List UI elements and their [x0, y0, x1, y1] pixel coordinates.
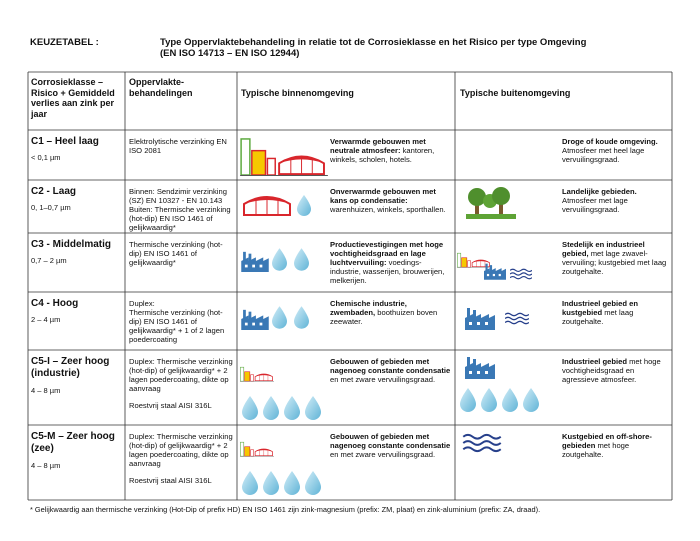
zinc-loss: 2 – 4 µm: [31, 315, 61, 324]
outdoor-detail: met lage zwavel-vervuiling; kustgebied m…: [562, 249, 667, 276]
indoor-bold: Chemische industrie, zwembaden,: [330, 299, 407, 317]
outdoor-text: Industrieel gebied en kustgebied met laa…: [562, 299, 670, 326]
indoor-detail: voedings-industrie, wasserijen, brouweri…: [330, 258, 445, 285]
treatment-line: Roestvrij staal AISI 316L: [129, 476, 212, 485]
indoor-detail: warenhuizen, winkels, sporthallen.: [330, 205, 446, 214]
indoor-text: Verwarmde gebouwen met neutrale atmosfee…: [330, 137, 452, 164]
treatment-line: Duplex: Thermische verzinking (hot-dip) …: [129, 432, 233, 468]
indoor-detail: en met zware vervuilingsgraad.: [330, 450, 436, 459]
outdoor-text: Industrieel gebied met hoge vochtigheids…: [562, 357, 670, 384]
zinc-loss: 0,7 – 2 µm: [31, 256, 67, 265]
outdoor-text: Landelijke gebieden. Atmosfeer met lage …: [562, 187, 670, 214]
outdoor-bold: Droge of koude omgeving.: [562, 137, 658, 146]
zinc-loss: 4 – 8 µm: [31, 386, 61, 395]
corrosion-class: C1 – Heel laag: [31, 136, 99, 147]
indoor-detail: en met zware vervuilingsgraad.: [330, 375, 436, 384]
treatment-line: Elektrolytische verzinking EN ISO 2081: [129, 137, 227, 155]
header-subtitle: (EN ISO 14713 – EN ISO 12944): [160, 48, 300, 59]
treatment-line: Duplex:: [129, 299, 155, 308]
footnote: * Gelijkwaardig aan thermische verzinkin…: [30, 505, 541, 514]
indoor-text: Productievestigingen met hoge vochtighei…: [330, 240, 452, 285]
outdoor-bold: Industrieel gebied en kustgebied: [562, 299, 638, 317]
indoor-bold: Verwarmde gebouwen met neutrale atmosfee…: [330, 137, 426, 155]
indoor-detail: kantoren, winkels, scholen, hotels.: [330, 146, 435, 164]
treatment: Duplex: Thermische verzinking (hot-dip) …: [129, 357, 233, 410]
treatment: Binnen: Sendzimir verzinking (SZ) EN 103…: [129, 187, 233, 232]
indoor-detail: boothuizen boven zeewater.: [330, 308, 438, 326]
zinc-loss: 0, 1–0,7 µm: [31, 203, 71, 212]
outdoor-text: Kustgebied en off-shore-gebieden met hog…: [562, 432, 670, 459]
zinc-loss: < 0,1 µm: [31, 153, 61, 162]
treatment: Elektrolytische verzinking EN ISO 2081: [129, 137, 233, 155]
header-title: Type Oppervlaktebehandeling in relatie t…: [160, 37, 587, 48]
outdoor-bold: Industrieel gebied: [562, 357, 627, 366]
outdoor-detail: met hoge zoutgehalte.: [562, 441, 630, 459]
indoor-text: Onverwarmde gebouwen met kans op condens…: [330, 187, 452, 214]
indoor-bold: Onverwarmde gebouwen met kans op condens…: [330, 187, 436, 205]
outdoor-bold: Kustgebied en off-shore-gebieden: [562, 432, 652, 450]
outdoor-text: Droge of koude omgeving. Atmosfeer met h…: [562, 137, 670, 164]
treatment: Duplex: Thermische verzinking (hot-dip) E…: [129, 299, 233, 344]
corrosion-class: C5-M – Zeer hoog (zee): [31, 431, 115, 454]
indoor-text: Chemische industrie, zwembaden, boothuiz…: [330, 299, 452, 326]
corrosion-class: C5-I – Zeer hoog (industrie): [31, 356, 110, 379]
treatment-line: Binnen: Sendzimir verzinking (SZ) EN 103…: [129, 187, 231, 232]
zinc-loss: 4 – 8 µm: [31, 461, 61, 470]
indoor-text: Gebouwen of gebieden met nagenoeg consta…: [330, 432, 452, 459]
column-header: Corrosieklasse – Risico + Gemiddeld verl…: [31, 77, 115, 119]
outdoor-detail: Atmosfeer met heel lage vervuilingsgraad…: [562, 146, 645, 164]
column-header: Oppervlakte-behandelingen: [129, 77, 193, 98]
outdoor-detail: Atmosfeer met lage vervuilingsgraad.: [562, 196, 628, 214]
treatment-line: Thermische verzinking (hot-dip) EN ISO 1…: [129, 308, 225, 344]
treatment-line: Roestvrij staal AISI 316L: [129, 401, 212, 410]
treatment-line: Duplex: Thermische verzinking (hot-dip) …: [129, 357, 233, 393]
treatment: Thermische verzinking (hot-dip) EN ISO 1…: [129, 240, 233, 267]
column-header: Typische buitenomgeving: [460, 88, 571, 98]
corrosion-class: C2 - Laag: [31, 186, 77, 197]
treatment: Duplex: Thermische verzinking (hot-dip) …: [129, 432, 233, 485]
column-header: Typische binnenomgeving: [241, 88, 354, 98]
outdoor-detail: met hoge vochtigheidsgraad en agressieve…: [562, 357, 661, 384]
indoor-bold: Gebouwen of gebieden met nagenoeg consta…: [330, 432, 451, 450]
outdoor-detail: met laag zoutgehalte.: [562, 308, 634, 326]
indoor-bold: Gebouwen of gebieden met nagenoeg consta…: [330, 357, 451, 375]
indoor-bold: Productievestigingen met hoge vochtighei…: [330, 240, 444, 267]
outdoor-bold: Stedelijk en industrieel gebied,: [562, 240, 645, 258]
corrosion-class: C4 - Hoog: [31, 298, 79, 309]
header-label: KEUZETABEL :: [30, 37, 99, 48]
indoor-text: Gebouwen of gebieden met nagenoeg consta…: [330, 357, 452, 384]
treatment-line: Thermische verzinking (hot-dip) EN ISO 1…: [129, 240, 223, 267]
outdoor-bold: Landelijke gebieden.: [562, 187, 637, 196]
corrosion-class: C3 - Middelmatig: [31, 239, 112, 250]
outdoor-text: Stedelijk en industrieel gebied, met lag…: [562, 240, 670, 276]
